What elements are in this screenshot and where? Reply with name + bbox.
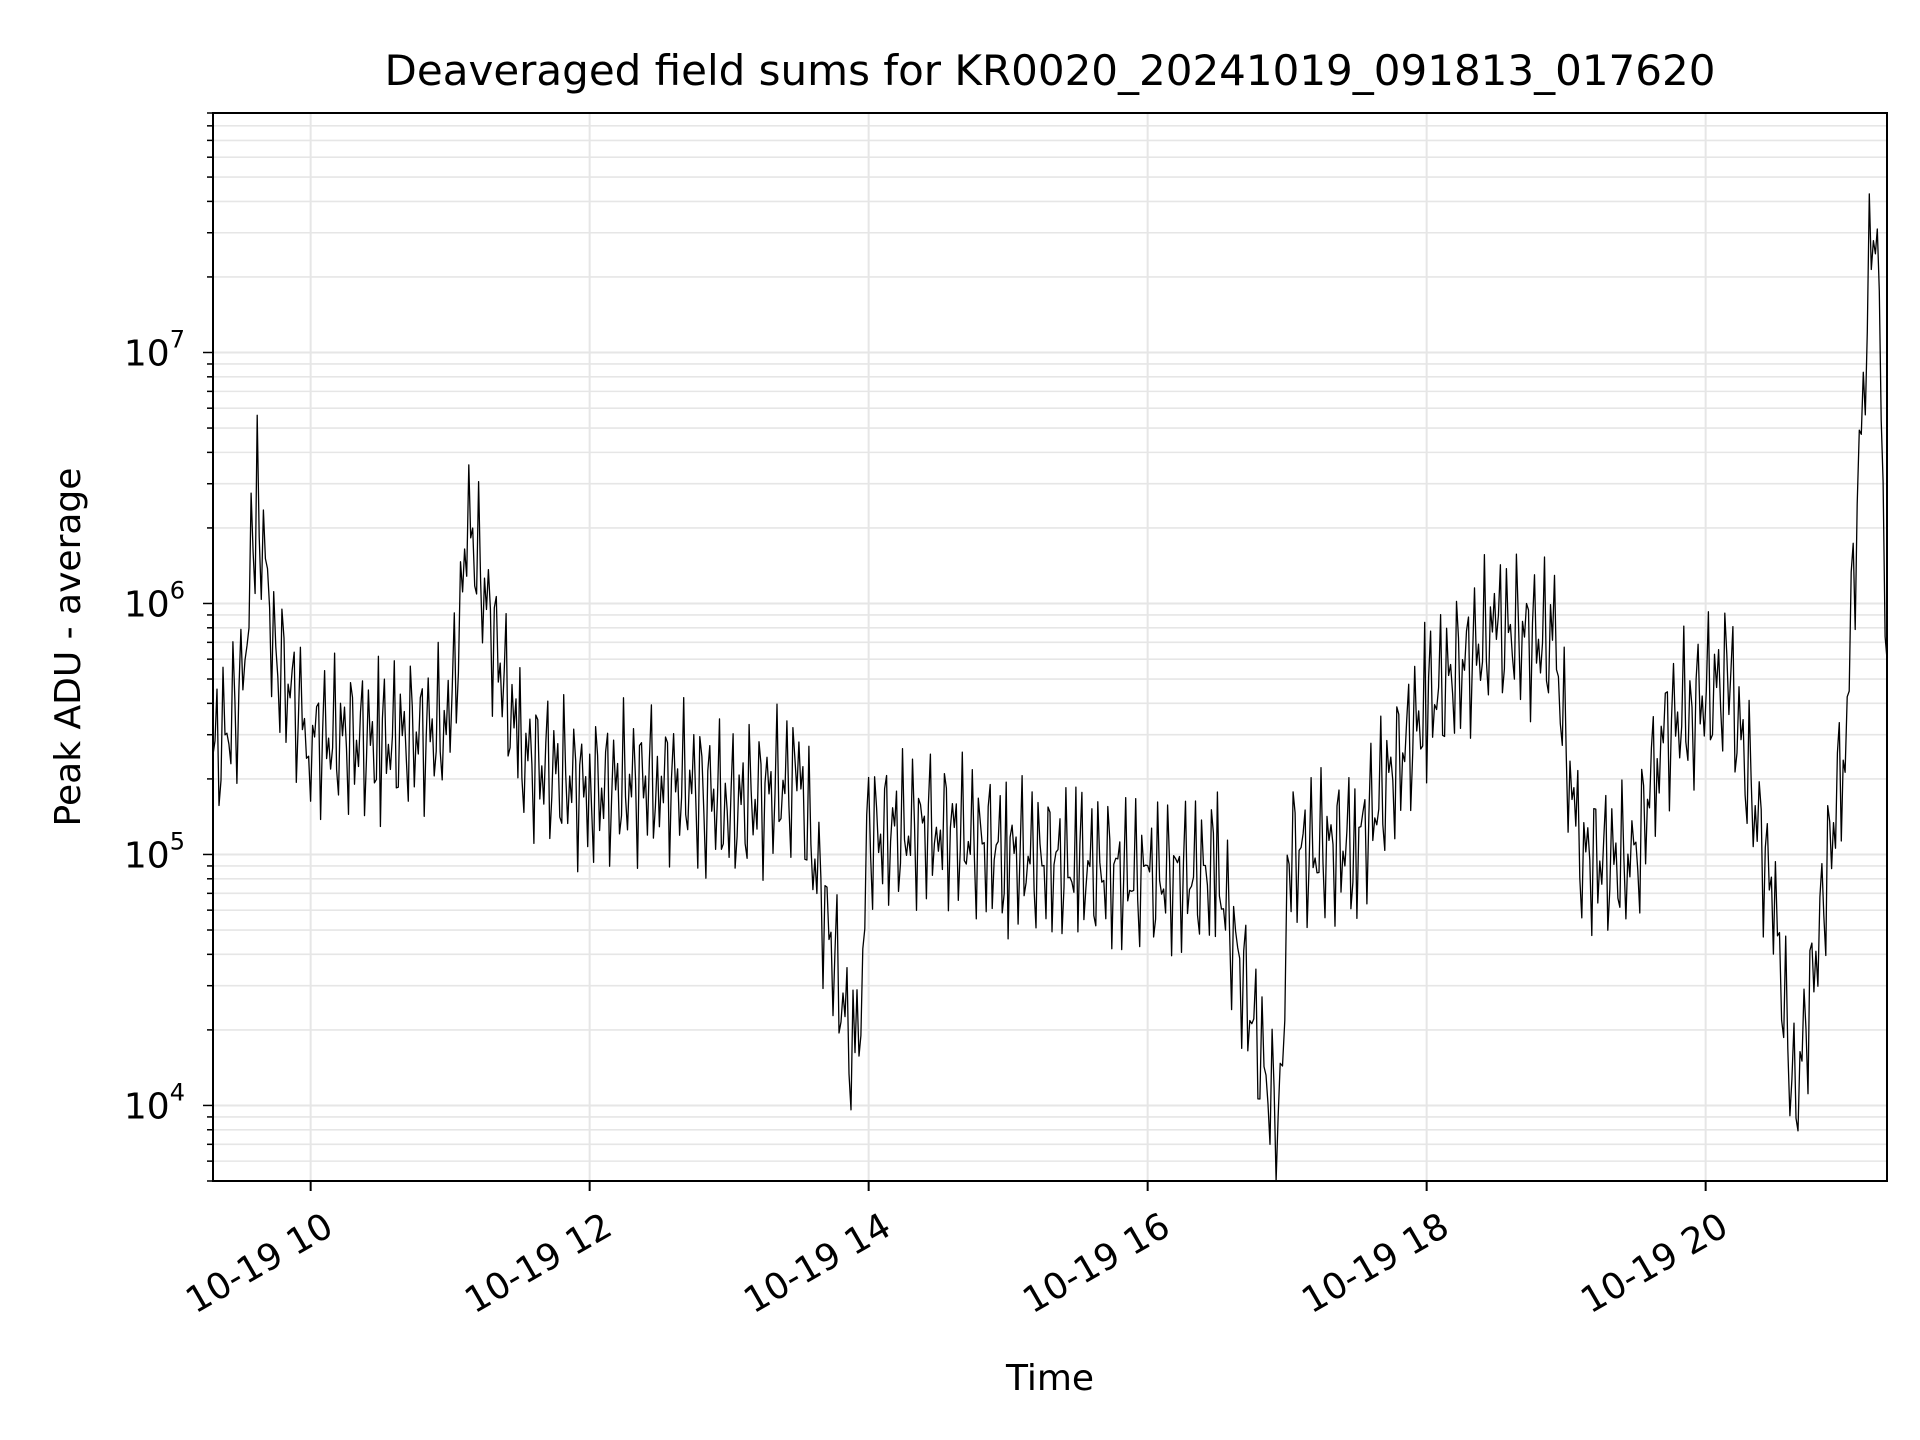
series-group xyxy=(212,193,1888,1182)
y-tick-label: 106 xyxy=(124,576,185,625)
y-tick-exponent: 6 xyxy=(170,576,185,604)
y-tick-base: 10 xyxy=(124,333,170,374)
x-axis-label: Time xyxy=(1005,1358,1094,1399)
chart-title: Deaveraged field sums for KR0020_2024101… xyxy=(385,46,1716,95)
y-tick-exponent: 4 xyxy=(170,1078,185,1106)
y-tick-label: 107 xyxy=(124,325,185,374)
plot-frame xyxy=(212,112,1888,1182)
series-line xyxy=(212,193,1888,1182)
y-tick-label: 104 xyxy=(124,1078,185,1127)
y-tick-base: 10 xyxy=(124,1086,170,1127)
y-tick-base: 10 xyxy=(124,584,170,625)
y-tick-label: 105 xyxy=(124,827,185,876)
y-tick-exponent: 7 xyxy=(170,325,185,353)
y-tick-exponent: 5 xyxy=(170,827,185,855)
y-tick-base: 10 xyxy=(124,835,170,876)
y-axis-label: Peak ADU - average xyxy=(48,468,89,827)
